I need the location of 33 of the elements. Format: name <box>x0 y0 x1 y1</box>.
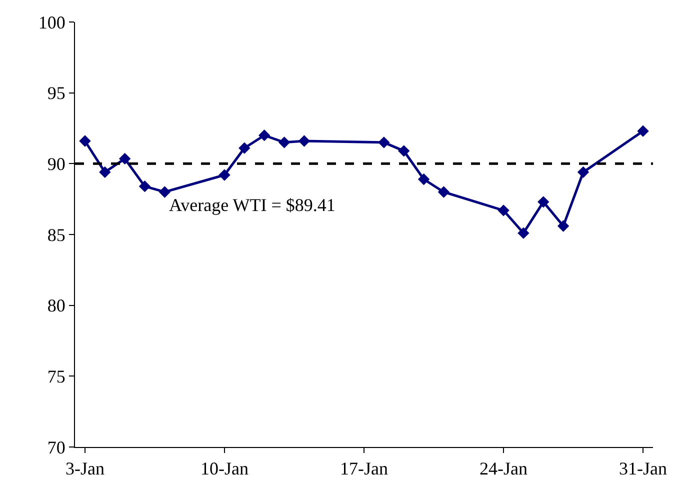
x-tick-label: 3-Jan <box>65 458 104 479</box>
point <box>99 166 111 178</box>
point <box>138 180 151 192</box>
point <box>577 166 590 178</box>
y-tick-label: 80 <box>47 296 66 316</box>
point <box>398 145 410 157</box>
x-tick-label: 24-Jan <box>480 458 528 479</box>
point <box>518 227 530 239</box>
point <box>218 169 230 181</box>
y-tick-label: 85 <box>47 224 66 245</box>
point <box>238 142 250 154</box>
point <box>278 136 290 148</box>
point <box>418 173 430 186</box>
x-tick-label: 10-Jan <box>200 458 248 479</box>
point <box>557 220 570 232</box>
point <box>378 136 390 148</box>
y-tick-label: 70 <box>47 437 66 458</box>
x-tick-label: 17-Jan <box>340 458 388 479</box>
y-tick-label: 90 <box>47 154 66 174</box>
point <box>79 135 91 147</box>
y-tick-label: 95 <box>47 83 66 104</box>
point <box>158 186 171 198</box>
point <box>438 186 450 198</box>
annotation: Average WTI = $89.41 <box>169 195 336 215</box>
point <box>637 125 649 137</box>
y-tick-label: 75 <box>47 366 66 386</box>
point <box>498 204 510 216</box>
y-tick-label: 100 <box>38 12 66 32</box>
point <box>118 152 131 165</box>
x-tick-label: 31-Jan <box>619 458 668 479</box>
point <box>258 129 270 142</box>
point <box>298 135 310 147</box>
point <box>538 196 550 208</box>
